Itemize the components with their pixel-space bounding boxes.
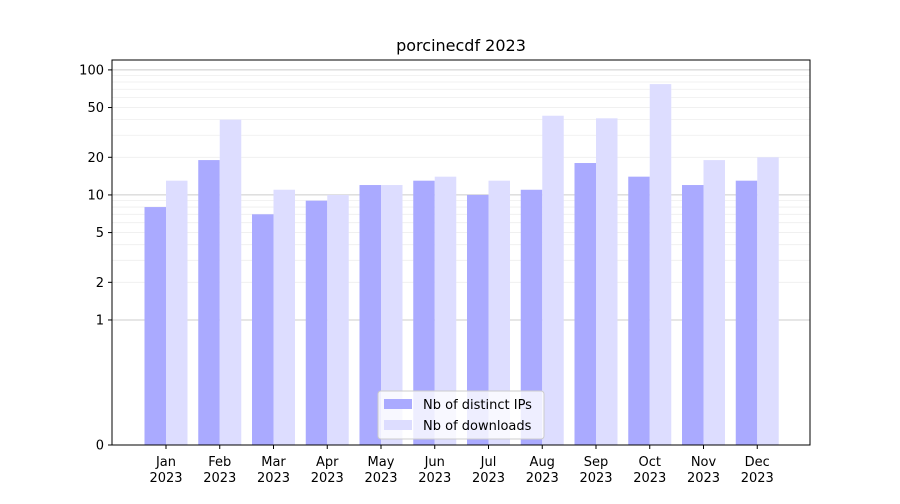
bar-downloads <box>166 180 188 445</box>
x-tick-label: Feb 2023 <box>203 455 236 486</box>
x-axis: Jan 2023 Feb 2023 Mar 2023 Apr 2023 May 2023 Jun 20… <box>149 445 774 486</box>
bar-downloads <box>596 118 618 445</box>
x-tick-label: Sep 2023 <box>579 455 612 486</box>
x-tick-label: Aug 2023 <box>526 455 559 486</box>
bars <box>144 84 779 446</box>
y-tick-label: 20 <box>87 151 104 166</box>
bar-distinct-ips <box>359 185 381 445</box>
y-tick-label: 2 <box>96 276 104 291</box>
bar-distinct-ips <box>735 180 758 445</box>
bar-downloads <box>703 160 725 445</box>
bar-downloads <box>757 157 779 445</box>
bar-distinct-ips <box>413 180 435 445</box>
x-tick-label: Mar 2023 <box>257 455 290 486</box>
bar-downloads <box>219 119 242 446</box>
legend-box <box>377 390 545 440</box>
bar-distinct-ips <box>682 185 704 445</box>
x-tick-label: Jun 2023 <box>418 455 451 486</box>
legend: Nb of distinct IPs Nb of downloads <box>377 390 545 440</box>
bar-downloads <box>649 84 672 446</box>
y-tick-label: 5 <box>96 226 104 241</box>
y-tick-label: 1 <box>96 313 104 328</box>
bar-downloads <box>273 189 295 445</box>
legend-label: Nb of distinct IPs <box>423 398 532 413</box>
bar-downloads <box>434 176 457 445</box>
legend-swatch <box>384 399 412 409</box>
bar-downloads <box>542 115 564 445</box>
x-tick-label: Jan 2023 <box>149 455 182 486</box>
bar-distinct-ips <box>520 189 543 445</box>
x-tick-label: Jul 2023 <box>472 455 505 486</box>
x-tick-label: Nov 2023 <box>687 455 720 486</box>
y-tick-label: 0 <box>96 439 104 454</box>
plot-frame <box>111 59 811 446</box>
bar-distinct-ips <box>574 163 596 445</box>
y-axis: 0 1 2 5 10 20 50 100 <box>79 63 112 454</box>
x-tick-label: Oct 2023 <box>633 455 666 486</box>
x-tick-label: May 2023 <box>364 455 397 486</box>
x-tick-label: Apr 2023 <box>311 455 344 486</box>
bar-distinct-ips <box>252 214 274 445</box>
bar-distinct-ips <box>467 194 489 445</box>
y-tick-label: 50 <box>87 101 104 116</box>
legend-swatch <box>384 420 412 430</box>
y-tick-label: 100 <box>79 63 104 78</box>
bar-downloads <box>381 185 403 445</box>
bar-distinct-ips <box>144 207 166 445</box>
bar-downloads <box>488 180 510 445</box>
bar-distinct-ips <box>305 200 328 445</box>
bar-distinct-ips <box>628 176 650 445</box>
x-tick-label: Dec 2023 <box>741 455 774 486</box>
legend-label: Nb of downloads <box>423 419 532 434</box>
bar-distinct-ips <box>198 160 220 445</box>
y-tick-label: 10 <box>87 188 104 203</box>
chart-title: porcinecdf 2023 <box>396 36 526 55</box>
bar-downloads <box>327 194 349 445</box>
